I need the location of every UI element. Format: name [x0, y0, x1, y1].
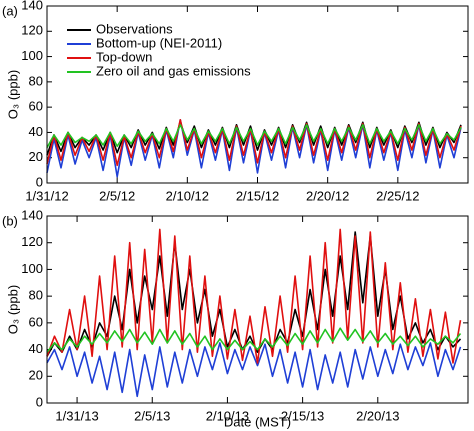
plot-frame [46, 5, 469, 184]
y-tick-label: 100 [21, 48, 43, 63]
legend-label: Observations [96, 21, 173, 36]
series-line [46, 119, 462, 167]
y-tick-label: 140 [21, 207, 43, 222]
panel-label: (a) [2, 3, 18, 18]
y-tick-label: 0 [36, 174, 43, 189]
y-tick-label: 80 [29, 288, 43, 303]
legend-label: Top-down [96, 49, 152, 64]
series-line [46, 124, 462, 148]
x-tick-label: 2/10/12 [166, 188, 209, 203]
x-tick-label: 2/20/12 [306, 188, 349, 203]
x-tick-label: 2/15/12 [236, 188, 279, 203]
x-axis-label: Date (MST) [224, 414, 291, 429]
x-tick-label: 1/31/12 [25, 188, 68, 203]
y-tick-label: 0 [36, 394, 43, 409]
x-tick-label: 1/31/13 [55, 408, 98, 423]
y-axis-label: O₃ (ppb) [5, 285, 20, 334]
x-tick-label: 2/25/12 [376, 188, 419, 203]
legend-label: Zero oil and gas emissions [96, 63, 251, 78]
y-tick-label: 40 [29, 341, 43, 356]
x-tick-label: 2/5/13 [134, 408, 170, 423]
plot-frame [46, 215, 469, 404]
series-line [46, 342, 462, 398]
y-tick-label: 60 [29, 314, 43, 329]
y-tick-label: 20 [29, 368, 43, 383]
y-tick-label: 120 [21, 234, 43, 249]
x-tick-label: 2/5/12 [99, 188, 135, 203]
x-tick-label: 2/20/13 [356, 408, 399, 423]
y-tick-label: 20 [29, 149, 43, 164]
series-line [46, 327, 462, 353]
y-tick-label: 40 [29, 124, 43, 139]
x-tick-label: 2/10/13 [206, 408, 249, 423]
y-tick-label: 100 [21, 261, 43, 276]
x-tick-label: 2/15/13 [281, 408, 324, 423]
legend-label: Bottom-up (NEI-2011) [96, 35, 222, 50]
panel-label: (b) [2, 213, 18, 228]
y-tick-label: 140 [21, 0, 43, 12]
series-line [46, 228, 462, 364]
y-tick-label: 120 [21, 23, 43, 38]
y-axis-label: O₃ (ppb) [5, 70, 20, 119]
y-tick-label: 60 [29, 99, 43, 114]
y-tick-label: 80 [29, 73, 43, 88]
